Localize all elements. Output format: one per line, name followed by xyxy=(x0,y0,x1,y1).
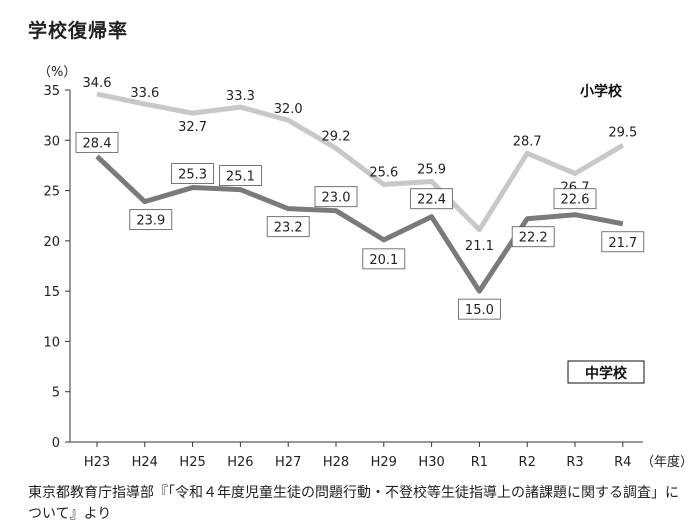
data-label-elementary: 32.7 xyxy=(178,120,207,135)
y-tick-label: 35 xyxy=(43,84,60,99)
series-lines xyxy=(95,91,625,294)
data-label-junior-high: 15.0 xyxy=(465,303,494,318)
data-label-box xyxy=(171,163,215,184)
x-tick-label: H28 xyxy=(323,455,349,470)
legend-label-junior-high: 中学校 xyxy=(585,365,628,382)
data-label-elementary: 25.9 xyxy=(417,163,446,178)
data-label-junior-high: 25.3 xyxy=(178,168,207,183)
data-label-junior-high: 22.6 xyxy=(561,193,590,208)
x-unit-label: （年度） xyxy=(641,454,693,470)
legend-label-elementary: 小学校 xyxy=(580,83,623,100)
x-tick-label: R1 xyxy=(471,455,488,470)
axes: 0 5 10 15 20 25 30 35 （%） H23 H24 H25 H26 H27 H28 H29 H3… xyxy=(38,65,693,470)
legend-box-junior-high xyxy=(567,360,645,384)
source-note: 東京都教育庁指導部『「令和４年度児童生徒の問題行動・不登校等生徒指導上の諸課題に… xyxy=(28,485,679,522)
data-label-elementary: 25.6 xyxy=(369,166,398,181)
x-tick-label: H30 xyxy=(418,455,444,470)
data-label-junior-high: 20.1 xyxy=(369,253,398,268)
data-label-box xyxy=(410,188,454,210)
data-label-elementary: 34.6 xyxy=(83,76,112,91)
data-label-box xyxy=(75,131,119,153)
data-label-box xyxy=(266,216,310,238)
data-label-box xyxy=(553,188,597,210)
x-tick-label: H23 xyxy=(84,455,110,470)
data-label-box xyxy=(511,226,555,248)
data-label-box xyxy=(314,186,358,208)
y-unit-label: （%） xyxy=(38,65,76,80)
data-label-box xyxy=(218,165,262,186)
data-label-elementary: 33.6 xyxy=(130,86,159,101)
chart-title: 学校復帰率 xyxy=(28,20,129,42)
data-label-box xyxy=(362,248,406,270)
series-line-junior-high xyxy=(95,154,624,294)
data-label-elementary: 29.2 xyxy=(322,129,351,144)
data-label-elementary: 28.7 xyxy=(513,134,542,149)
data-label-elementary: 21.1 xyxy=(465,239,494,254)
data-label-junior-high: 28.4 xyxy=(83,136,112,151)
data-labels: 34.6 33.6 32.7 33.3 32.0 29.2 25.6 25.9 21.1 28.7… xyxy=(75,76,645,320)
x-tick-label: R2 xyxy=(519,455,536,470)
data-label-junior-high: 23.9 xyxy=(136,214,165,229)
data-label-elementary: 33.3 xyxy=(226,89,255,104)
data-label-junior-high: 25.1 xyxy=(226,170,255,185)
y-tick-label: 5 xyxy=(52,386,60,401)
y-tick-label: 15 xyxy=(43,285,60,300)
x-tick-label: R3 xyxy=(566,455,583,470)
y-tick-label: 20 xyxy=(43,235,60,250)
data-label-box xyxy=(129,209,173,231)
data-label-elementary: 32.0 xyxy=(274,102,303,117)
data-label-box xyxy=(601,231,645,253)
x-tick-label: H24 xyxy=(132,455,158,470)
x-tick-label: H25 xyxy=(179,455,205,470)
line-chart: 0 5 10 15 20 25 30 35 （%） H23 H24 H25 H26 H27 H28 H29 H3… xyxy=(38,65,693,470)
data-label-elementary: 29.5 xyxy=(608,125,637,140)
x-tick-label: H29 xyxy=(371,455,397,470)
x-tick-label: R4 xyxy=(614,455,631,470)
y-tick-label: 10 xyxy=(43,335,60,350)
y-tick-label: 0 xyxy=(52,436,60,451)
data-label-junior-high: 21.7 xyxy=(608,236,637,251)
x-tick-label: H26 xyxy=(227,455,253,470)
data-label-junior-high: 22.4 xyxy=(417,193,446,208)
data-label-junior-high: 23.2 xyxy=(274,221,303,236)
series-line-elementary xyxy=(96,91,625,233)
data-label-box xyxy=(457,298,501,320)
x-tick-label: H27 xyxy=(275,455,301,470)
data-label-junior-high: 22.2 xyxy=(519,231,548,246)
data-label-junior-high: 23.0 xyxy=(322,191,351,206)
y-tick-label: 25 xyxy=(43,185,60,200)
y-tick-label: 30 xyxy=(43,134,60,149)
